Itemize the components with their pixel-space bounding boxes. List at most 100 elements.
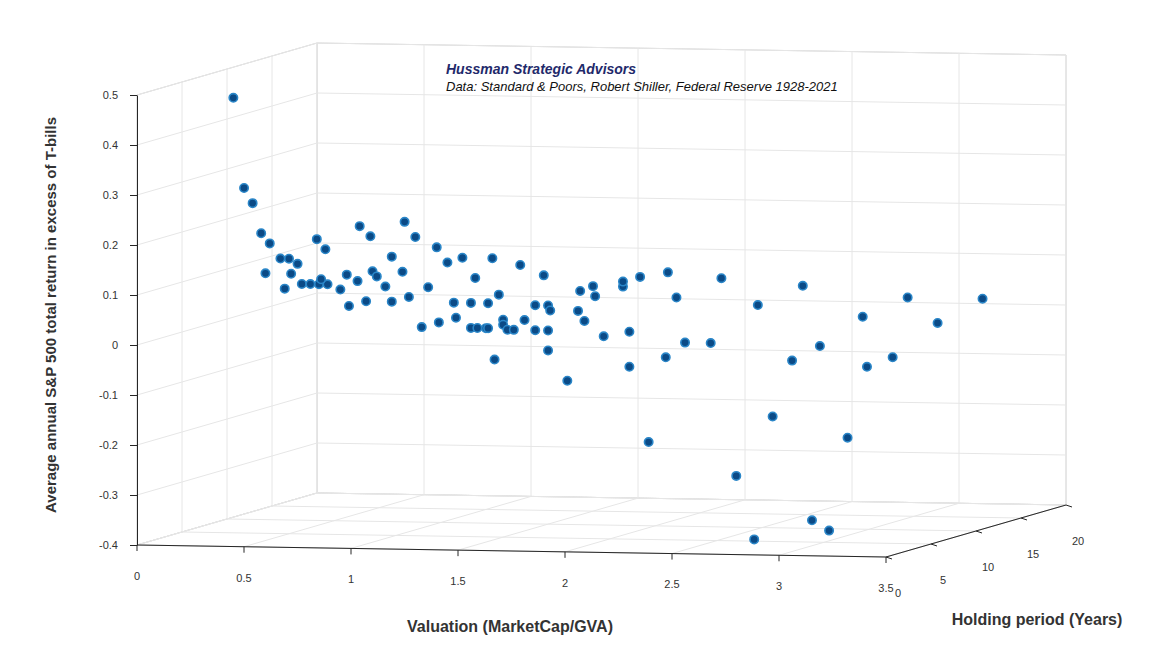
point <box>458 254 466 262</box>
x-tick-label: 1.5 <box>450 575 465 587</box>
point <box>768 412 776 420</box>
point <box>257 229 265 237</box>
point <box>591 292 599 300</box>
z-tick: -0.3 <box>99 489 137 501</box>
point <box>750 535 758 543</box>
point <box>625 328 633 336</box>
z-axis-title: Average annual S&P 500 total return in e… <box>42 117 59 513</box>
axes: 00.511.522.533.505101520-0.4-0.3-0.2-0.1… <box>99 89 1084 599</box>
z-tick: 0.1 <box>103 289 137 301</box>
z-tick-label: -0.1 <box>99 389 118 401</box>
point <box>563 377 571 385</box>
z-tick-label: 0.1 <box>103 289 118 301</box>
point <box>843 433 851 441</box>
x-tick-label: 2 <box>562 577 568 589</box>
grid-line-z-side <box>137 93 317 145</box>
grid-line-z-back <box>317 93 1066 105</box>
point <box>405 293 413 301</box>
point <box>978 294 986 302</box>
point <box>540 271 548 279</box>
grid-line-y-floor <box>317 493 1066 505</box>
grid-line-x-back <box>1066 55 1067 505</box>
z-axis-line <box>137 96 138 546</box>
grid-line-y-floor <box>182 532 931 544</box>
point <box>473 324 481 332</box>
point <box>321 245 329 253</box>
point <box>531 326 539 334</box>
y-tick <box>1066 505 1072 507</box>
point <box>707 339 715 347</box>
point <box>343 270 351 278</box>
point <box>644 438 652 446</box>
grid-line-y-side <box>227 69 228 519</box>
z-tick: -0.1 <box>99 389 137 401</box>
grid-line-z-side <box>137 443 317 495</box>
point <box>381 282 389 290</box>
y-tick <box>931 544 937 546</box>
x-tick <box>886 557 887 563</box>
z-tick: 0 <box>112 339 137 351</box>
point <box>717 274 725 282</box>
point <box>903 293 911 301</box>
z-tick-label: -0.4 <box>99 539 118 551</box>
point <box>313 235 321 243</box>
point <box>574 307 582 315</box>
point <box>411 233 419 241</box>
point <box>825 526 833 534</box>
grid-line-x-back <box>317 43 318 493</box>
point <box>353 277 361 285</box>
grid-line-z-side <box>137 343 317 395</box>
x-tick <box>351 548 352 554</box>
point <box>433 243 441 251</box>
point <box>516 261 524 269</box>
z-tick-label: 0.3 <box>103 189 118 201</box>
point <box>366 232 374 240</box>
point <box>520 316 528 324</box>
point <box>229 94 237 102</box>
texts: Hussman Strategic AdvisorsData: Standard… <box>42 61 1122 635</box>
point <box>388 252 396 260</box>
x-tick-label: 2.5 <box>664 578 679 590</box>
x-tick <box>244 547 245 553</box>
point <box>799 282 807 290</box>
point <box>298 280 306 288</box>
x-tick-label: 1 <box>348 573 354 585</box>
point <box>424 283 432 291</box>
point <box>484 324 492 332</box>
point <box>681 338 689 346</box>
point <box>443 258 451 266</box>
grid-line-z-side <box>137 143 317 195</box>
z-tick-mark <box>130 245 137 246</box>
grid-line-x-back <box>745 50 746 500</box>
y-tick-label: 5 <box>940 574 946 586</box>
point <box>672 293 680 301</box>
grid-line-z-side <box>137 293 317 345</box>
floor <box>137 493 1066 557</box>
grid-line-y-floor <box>227 519 976 531</box>
point <box>662 353 670 361</box>
grid-line-z-back <box>317 393 1066 405</box>
point <box>248 199 256 207</box>
point <box>293 260 301 268</box>
z-tick-label: -0.2 <box>99 439 118 451</box>
grid-line-y-floor <box>137 545 886 557</box>
point <box>544 346 552 354</box>
z-tick-label: 0.5 <box>103 89 118 101</box>
point <box>495 290 503 298</box>
point <box>484 299 492 307</box>
point <box>400 218 408 226</box>
x-tick-label: 3 <box>776 580 782 592</box>
point <box>266 239 274 247</box>
point <box>285 255 293 263</box>
side-wall <box>137 43 317 545</box>
point <box>362 297 370 305</box>
x-tick <box>672 554 673 560</box>
z-tick: -0.2 <box>99 439 137 451</box>
points <box>229 94 987 544</box>
point <box>510 326 518 334</box>
z-tick: -0.4 <box>99 539 137 551</box>
grid-line-z-back <box>317 493 1066 505</box>
grid-line-z-back <box>317 343 1066 355</box>
point <box>450 298 458 306</box>
point <box>240 184 248 192</box>
